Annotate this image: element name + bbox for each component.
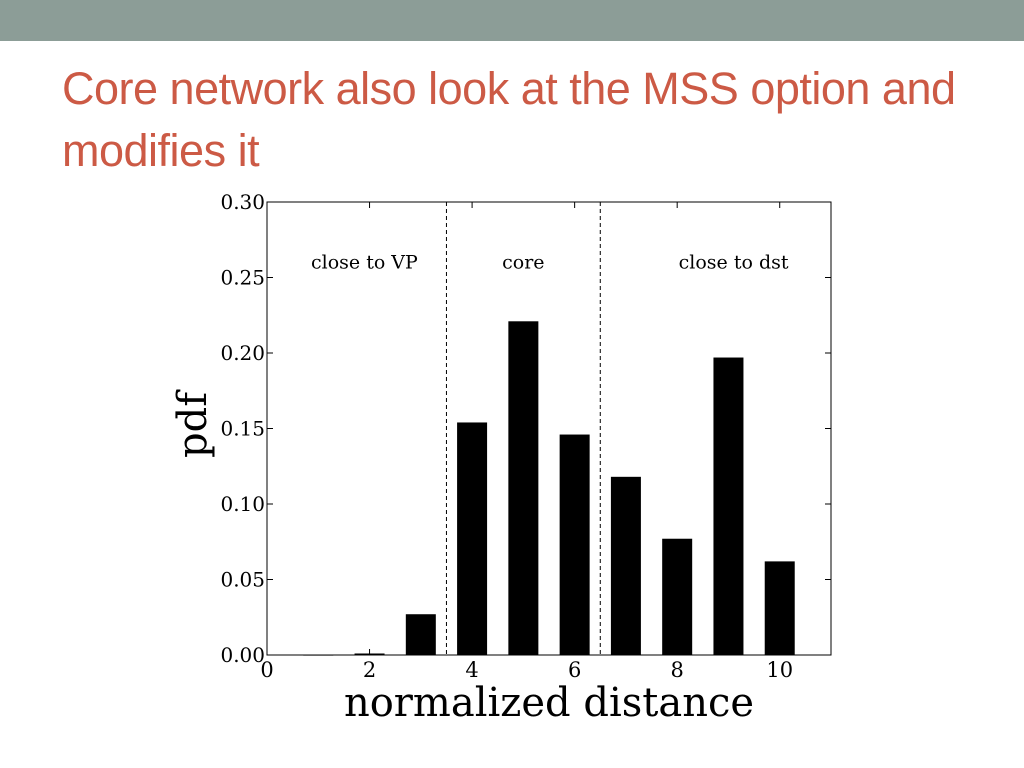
y-tick-label: 0.25 (220, 266, 265, 290)
region-label: core (502, 251, 544, 273)
bar (662, 538, 693, 655)
bar (610, 476, 641, 655)
slide-title: Core network also look at the MSS option… (62, 63, 956, 176)
x-axis-label: normalized distance (344, 680, 754, 726)
y-tick-label: 0.10 (220, 492, 265, 516)
x-tick-label: 4 (465, 658, 478, 682)
bar (713, 357, 744, 655)
x-tick-label: 8 (670, 658, 683, 682)
bar (559, 434, 590, 655)
x-tick-label: 2 (363, 658, 376, 682)
y-tick-label: 0.05 (220, 568, 265, 592)
x-tick-label: 0 (260, 658, 273, 682)
y-tick-label: 0.00 (220, 643, 265, 667)
y-tick-label: 0.30 (220, 190, 265, 214)
region-label: close to VP (311, 251, 418, 273)
x-tick-label: 10 (766, 658, 793, 682)
x-tick-label: 6 (568, 658, 581, 682)
bar (457, 422, 488, 655)
bar (764, 561, 795, 655)
bar (508, 321, 539, 655)
bar (405, 614, 436, 655)
y-axis-label: pdf (170, 389, 216, 458)
region-label: close to dst (679, 251, 789, 273)
bar (303, 655, 334, 656)
y-tick-label: 0.20 (220, 341, 265, 365)
top-band (0, 0, 1024, 41)
y-tick-label: 0.15 (220, 417, 265, 441)
